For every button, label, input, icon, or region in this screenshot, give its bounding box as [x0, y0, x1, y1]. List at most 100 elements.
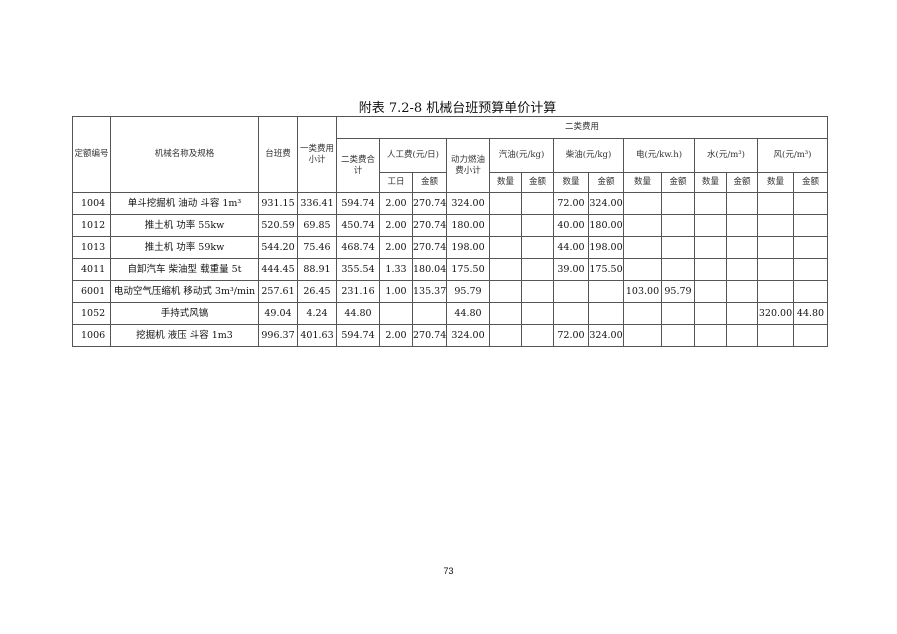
header-electric: 电(元/kw.h): [623, 138, 695, 173]
cell-value: 198.00: [446, 236, 490, 259]
header-qty: 数量: [757, 172, 794, 193]
cell-name: 电动空气压缩机 移动式 3m³/min: [110, 280, 259, 303]
cell-value: 355.54: [336, 258, 380, 281]
table-row: 1013 推土机 功率 59kw 544.20 75.46 468.74 2.00 270.…: [72, 236, 829, 259]
cell-value: 257.61: [258, 280, 298, 303]
cell-value: [757, 280, 794, 303]
cell-value: [521, 214, 554, 237]
cell-value: 26.45: [297, 280, 337, 303]
cell-value: 336.41: [297, 192, 337, 215]
cell-name: 手持式风镐: [110, 302, 259, 325]
header-gasoline: 汽油(元/kg): [489, 138, 554, 173]
cell-value: [623, 258, 662, 281]
cell-value: 444.45: [258, 258, 298, 281]
table-row: 1012 推土机 功率 55kw 520.59 69.85 450.74 2.00 270.…: [72, 214, 829, 237]
cell-value: 2.00: [379, 192, 413, 215]
cell-value: 468.74: [336, 236, 380, 259]
cell-value: 270.74: [412, 236, 447, 259]
cell-code: 1013: [72, 236, 111, 259]
cell-value: [489, 324, 522, 347]
cell-value: [694, 214, 727, 237]
cell-value: [661, 258, 695, 281]
cell-value: [694, 192, 727, 215]
cell-value: [757, 192, 794, 215]
cell-code: 1012: [72, 214, 111, 237]
header-amount: 金额: [726, 172, 758, 193]
header-fuel-subtotal: 动力燃油费小计: [446, 138, 490, 193]
cell-value: [661, 302, 695, 325]
cell-value: 49.04: [258, 302, 298, 325]
cell-value: [489, 192, 522, 215]
header-qty: 数量: [694, 172, 727, 193]
cell-value: [412, 302, 447, 325]
cell-value: [792, 214, 829, 237]
cell-value: 69.85: [297, 214, 337, 237]
cell-value: 2.00: [379, 324, 413, 347]
cell-value: [623, 192, 662, 215]
cell-name: 推土机 功率 55kw: [110, 214, 259, 237]
cell-value: [623, 302, 662, 325]
cell-value: [623, 324, 662, 347]
cell-value: [661, 324, 695, 347]
table-row: 1004 单斗挖掘机 油动 斗容 1m³ 931.15 336.41 594.74 2.0…: [72, 192, 829, 215]
header-labor: 人工费(元/日): [379, 138, 447, 173]
cell-value: 198.00: [588, 236, 624, 259]
cell-value: [489, 214, 522, 237]
cell-value: 231.16: [336, 280, 380, 303]
cell-value: [489, 302, 522, 325]
cell-value: [694, 258, 727, 281]
cell-value: [553, 280, 589, 303]
cell-value: 175.50: [588, 258, 624, 281]
cell-value: [792, 280, 829, 303]
header-code: 定额编号: [72, 116, 111, 193]
cell-value: [726, 236, 758, 259]
cell-value: 39.00: [553, 258, 589, 281]
cell-value: [726, 214, 758, 237]
cell-value: 44.80: [336, 302, 380, 325]
cell-value: [792, 324, 829, 347]
cell-value: 40.00: [553, 214, 589, 237]
cell-value: [694, 280, 727, 303]
cell-value: 520.59: [258, 214, 298, 237]
cell-value: [553, 302, 589, 325]
header-class2-group: 二类费用: [335, 116, 829, 139]
table-row: 6001 电动空气压缩机 移动式 3m³/min 257.61 26.45 231.16…: [72, 280, 829, 303]
cell-value: 44.80: [446, 302, 490, 325]
table-row: 4011 自卸汽车 柴油型 载重量 5t 444.45 88.91 355.54 1.33…: [72, 258, 829, 281]
cell-value: [757, 324, 794, 347]
cell-value: 75.46: [297, 236, 337, 259]
cell-value: 72.00: [553, 192, 589, 215]
header-amount: 金额: [588, 172, 624, 193]
cell-value: 1.00: [379, 280, 413, 303]
cell-value: [661, 192, 695, 215]
cell-value: 95.79: [661, 280, 695, 303]
table-row: 1052 手持式风镐 49.04 4.24 44.80 44.80 320.00 44.80: [72, 302, 829, 325]
cell-value: [757, 236, 794, 259]
cell-value: [792, 192, 829, 215]
cell-value: 931.15: [258, 192, 298, 215]
cell-value: [588, 280, 624, 303]
machine-shift-cost-table: 定额编号 机械名称及规格 台班费 一类费用小计 二类费用 二类费合计 人工费(元…: [72, 116, 829, 347]
cell-value: 401.63: [297, 324, 337, 347]
cell-value: [792, 258, 829, 281]
cell-value: [588, 302, 624, 325]
header-wind: 风(元/m³): [756, 138, 829, 173]
header-amount: 金额: [412, 172, 447, 193]
cell-code: 6001: [72, 280, 111, 303]
header-class2-total: 二类费合计: [336, 138, 380, 193]
cell-value: [757, 258, 794, 281]
header-qty: 数量: [489, 172, 522, 193]
cell-value: 72.00: [553, 324, 589, 347]
cell-value: 1.33: [379, 258, 413, 281]
header-shift-cost: 台班费: [258, 116, 298, 193]
cell-value: [726, 192, 758, 215]
cell-value: 450.74: [336, 214, 380, 237]
cell-value: [726, 324, 758, 347]
cell-value: 88.91: [297, 258, 337, 281]
header-qty: 数量: [623, 172, 662, 193]
cell-value: 2.00: [379, 236, 413, 259]
header-name: 机械名称及规格: [110, 116, 259, 193]
cell-value: 270.74: [412, 324, 447, 347]
cell-value: 324.00: [588, 324, 624, 347]
